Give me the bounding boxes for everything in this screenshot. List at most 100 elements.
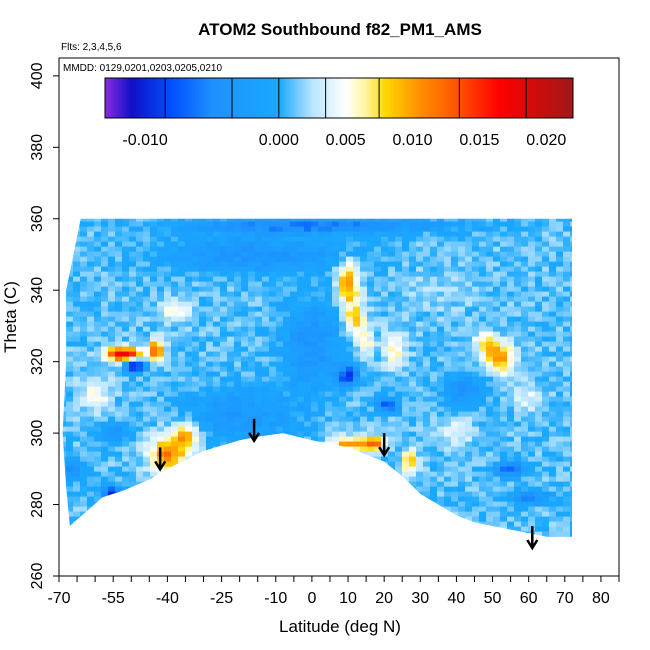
heat-cell (227, 226, 235, 233)
heat-cell (66, 366, 74, 373)
heat-cell (94, 466, 102, 473)
heat-cell (129, 491, 137, 498)
heat-cell (290, 421, 298, 428)
heat-cell (395, 376, 403, 383)
heat-cell (129, 326, 137, 333)
heat-cell (192, 296, 200, 303)
heat-cell (262, 446, 270, 453)
heat-cell (108, 436, 116, 443)
heat-cell (556, 396, 564, 403)
heat-cell (423, 536, 431, 537)
heat-cell (73, 401, 81, 408)
heat-cell (136, 451, 144, 458)
heat-cell (199, 401, 207, 408)
heat-cell (73, 251, 81, 258)
heat-cell (381, 481, 389, 488)
heat-cell (276, 301, 284, 308)
heat-cell (171, 481, 179, 488)
heat-cell (402, 316, 410, 323)
heat-cell (437, 231, 445, 238)
heat-cell (514, 356, 522, 363)
heat-cell (311, 371, 319, 378)
heat-cell (311, 356, 319, 363)
heat-cell (311, 281, 319, 288)
heat-cell (535, 341, 543, 348)
heat-cell (521, 366, 529, 373)
heat-cell (528, 231, 536, 238)
heat-cell (192, 521, 200, 528)
heat-cell (556, 471, 564, 478)
heat-cell (409, 476, 417, 483)
heat-cell (409, 356, 417, 363)
heat-cell (178, 236, 186, 243)
heat-cell (164, 401, 172, 408)
heat-cell (290, 542, 298, 548)
heat-cell (192, 481, 200, 488)
heat-cell (62, 441, 67, 448)
heat-cell (395, 351, 403, 358)
heat-cell (87, 476, 95, 483)
heat-cell (73, 411, 81, 418)
heat-cell (213, 531, 221, 537)
heat-cell (416, 461, 424, 468)
heat-cell (563, 306, 571, 313)
heat-cell (262, 306, 270, 313)
heat-cell (437, 246, 445, 253)
heat-cell (521, 461, 529, 468)
heat-cell (353, 456, 361, 463)
heat-cell (556, 361, 564, 368)
heat-cell (297, 406, 305, 413)
heat-cell (150, 431, 158, 438)
heat-cell (465, 241, 473, 248)
heat-cell (339, 381, 347, 388)
heat-cell (220, 321, 228, 328)
heat-cell (269, 266, 277, 273)
heat-cell (157, 261, 165, 268)
heat-cell (479, 461, 487, 468)
heat-cell (367, 476, 375, 483)
heat-cell (115, 301, 123, 308)
heat-cell (388, 471, 396, 478)
heat-cell (234, 451, 242, 458)
heat-cell (346, 301, 354, 308)
heat-cell (73, 331, 81, 338)
heat-cell (514, 496, 522, 503)
heat-cell (500, 336, 508, 343)
heat-cell (73, 461, 81, 468)
heat-cell (318, 391, 326, 398)
heat-cell (521, 516, 529, 523)
heat-cell (549, 261, 557, 268)
heat-cell (346, 516, 354, 523)
heat-cell (395, 396, 403, 403)
heat-cell (220, 246, 228, 253)
heat-cell (255, 231, 263, 238)
heat-cell (339, 271, 347, 278)
heat-cell (409, 521, 417, 528)
heat-cell (143, 221, 151, 228)
heat-cell (213, 336, 221, 343)
heat-cell (150, 281, 158, 288)
heat-cell (150, 301, 158, 308)
heat-cell (556, 271, 564, 278)
heat-cell (136, 471, 144, 478)
heat-cell (199, 341, 207, 348)
heat-cell (430, 536, 438, 537)
heat-cell (283, 406, 291, 413)
heat-cell (171, 506, 179, 513)
heat-cell (241, 381, 249, 388)
heat-cell (80, 441, 88, 448)
heat-cell (353, 486, 361, 493)
heat-cell (360, 371, 368, 378)
heat-cell (556, 366, 564, 373)
heat-cell (479, 436, 487, 443)
heat-cell (269, 321, 277, 328)
heat-cell (115, 441, 123, 448)
heat-cell (493, 286, 501, 293)
heat-cell (493, 506, 501, 513)
heat-cell (66, 241, 74, 248)
heat-cell (171, 306, 179, 313)
heat-cell (416, 311, 424, 318)
heat-cell (311, 331, 319, 338)
heat-cell (87, 511, 95, 518)
heat-cell (444, 326, 452, 333)
